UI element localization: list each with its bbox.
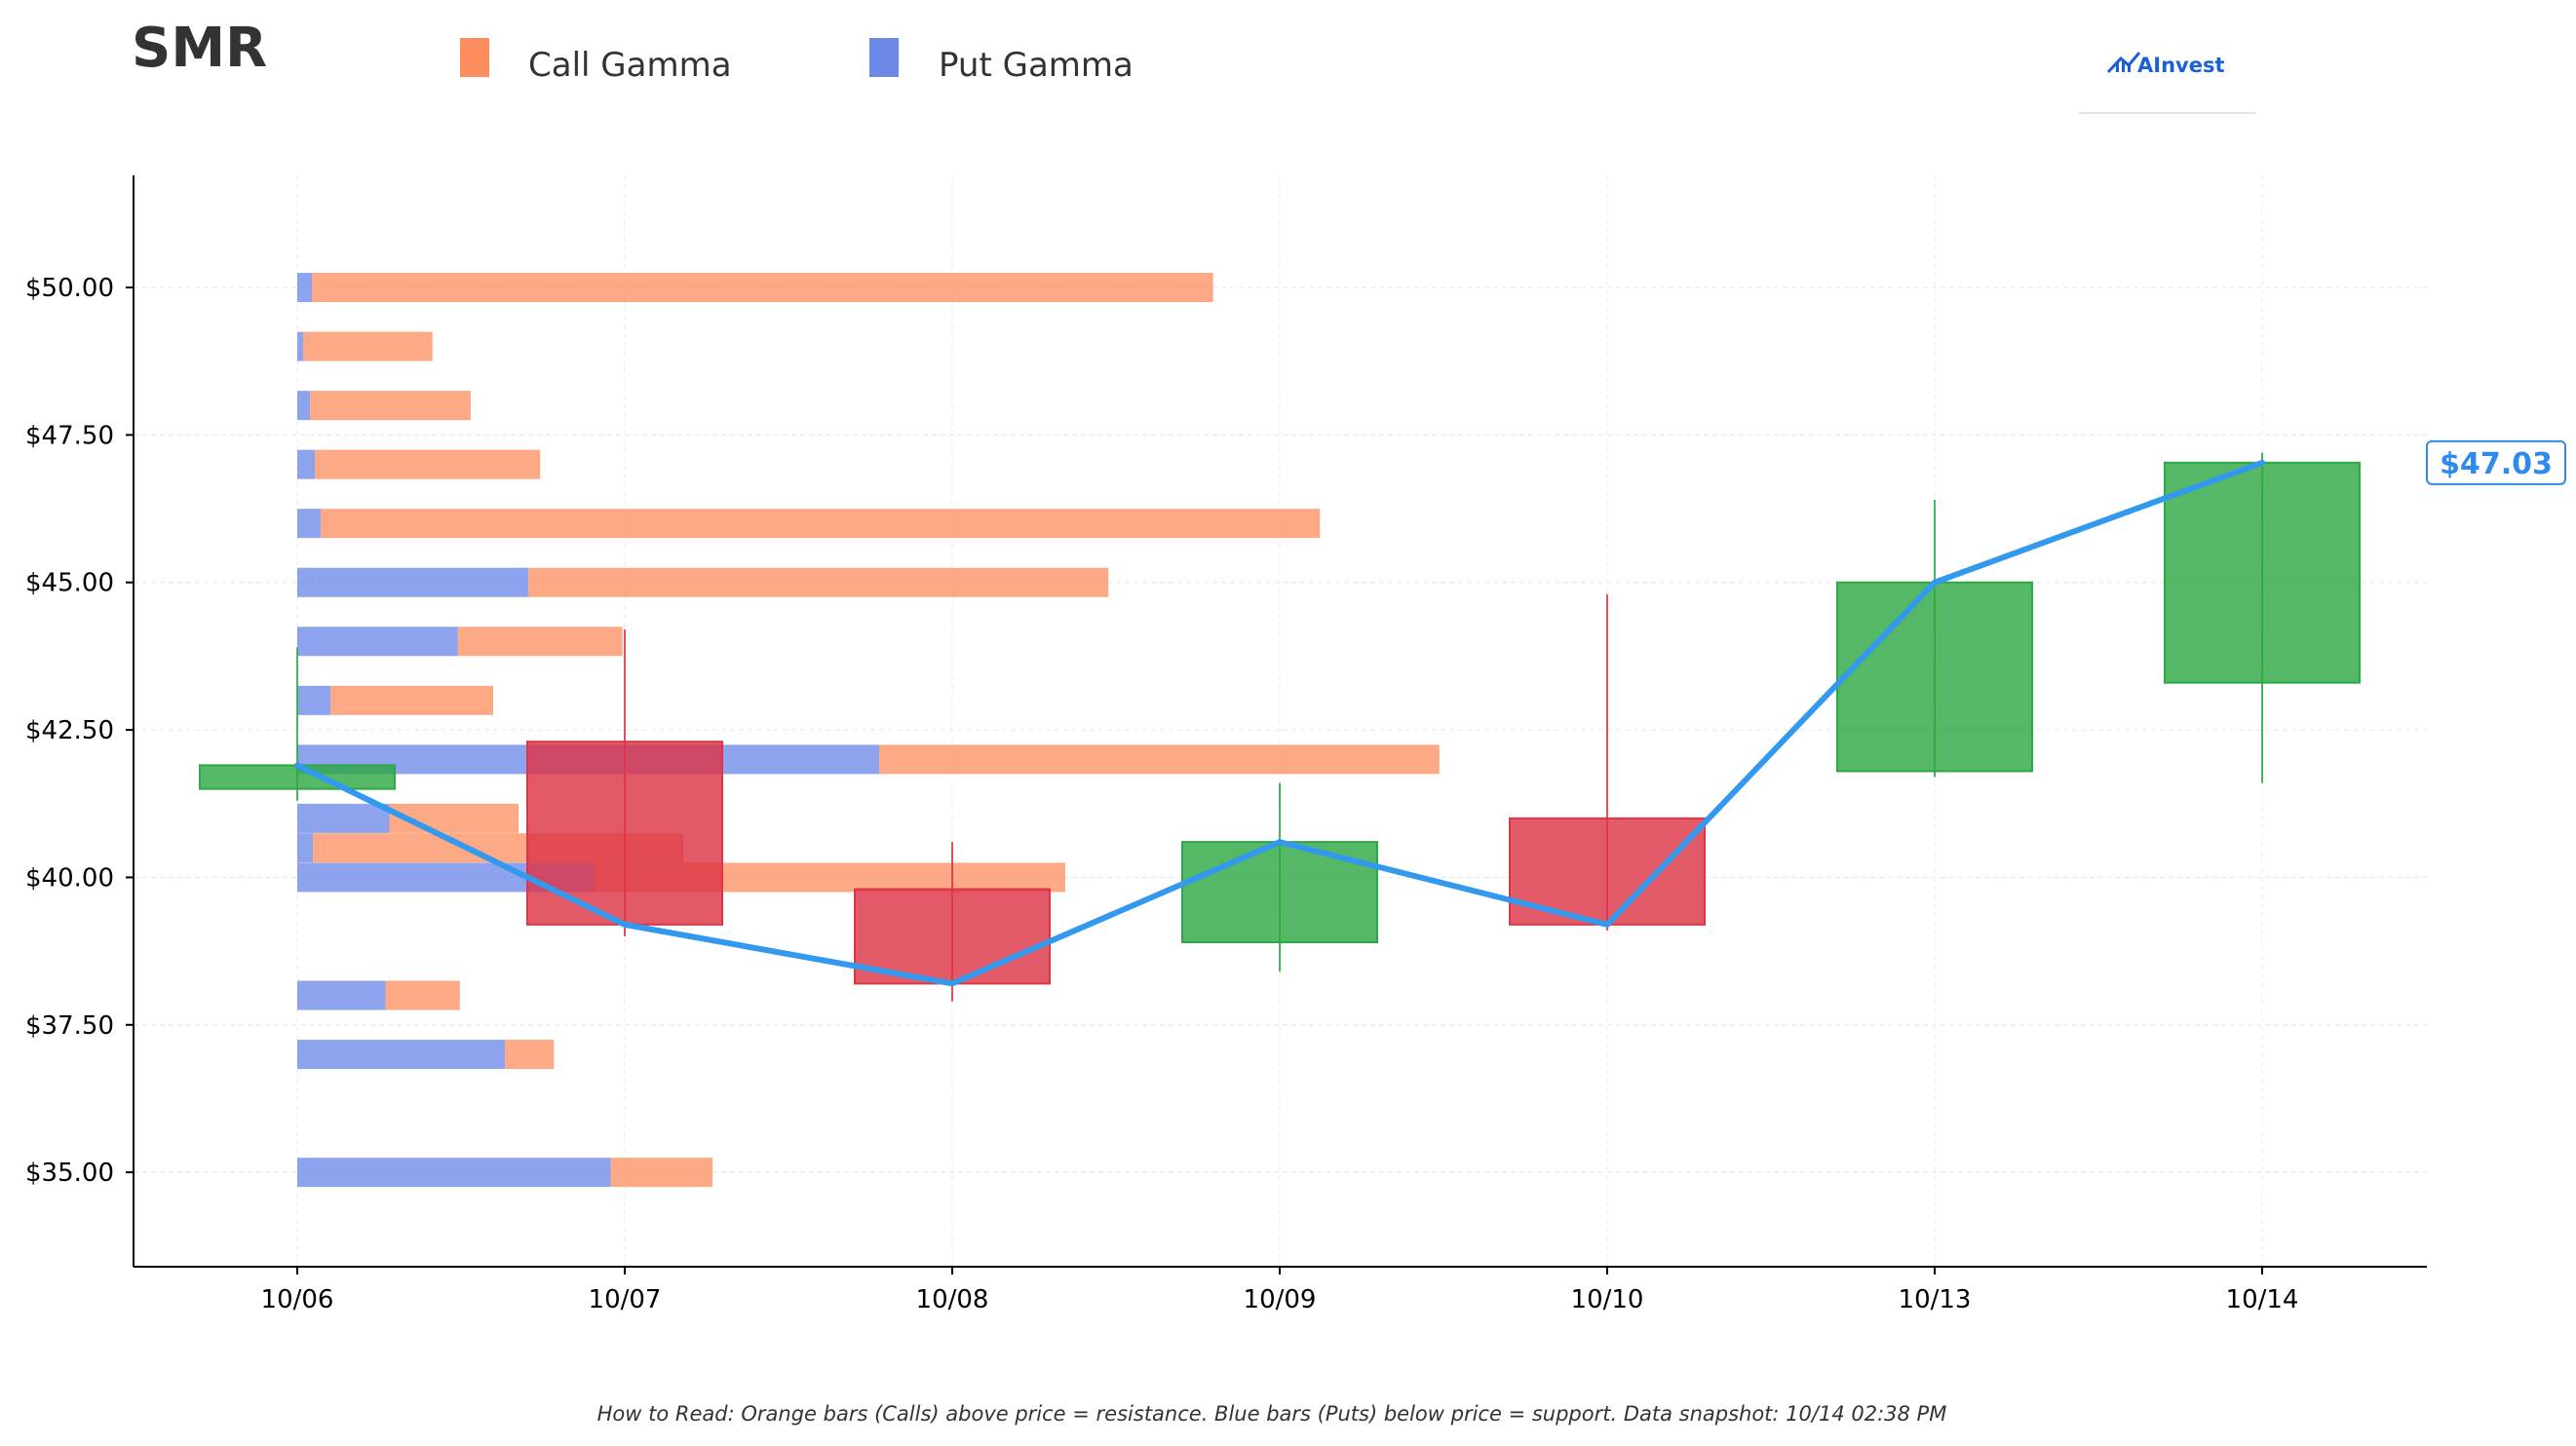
put-gamma-bar <box>297 833 314 863</box>
y-tick-label: $42.50 <box>25 716 114 745</box>
y-tick-label: $35.00 <box>25 1159 114 1188</box>
call-gamma-bar <box>610 1158 713 1188</box>
last-price-label: $47.03 <box>2440 447 2553 481</box>
put-gamma-bar <box>297 1158 611 1188</box>
put-gamma-bar <box>297 449 316 479</box>
x-tick-label: 10/07 <box>589 1285 662 1314</box>
candle-body <box>1836 581 2033 773</box>
legend-swatch-put <box>869 38 899 77</box>
y-tick-label: $50.00 <box>25 274 114 303</box>
y-tick-label: $40.00 <box>25 863 114 893</box>
legend-label-put: Put Gamma <box>939 46 1134 85</box>
put-gamma-bar <box>297 685 331 715</box>
call-gamma-bar <box>315 449 541 479</box>
call-gamma-bar <box>310 391 471 421</box>
x-tick-label: 10/13 <box>1899 1285 1972 1314</box>
call-gamma-bar <box>528 567 1109 597</box>
ainvest-logo-icon <box>2106 52 2141 74</box>
x-tick-label: 10/06 <box>261 1285 334 1314</box>
y-tick-label: $37.50 <box>25 1011 114 1041</box>
put-gamma-bar <box>297 1040 506 1070</box>
call-gamma-bar <box>312 273 1213 303</box>
call-gamma-bar <box>505 1040 555 1070</box>
y-tick-label: $47.50 <box>25 421 114 450</box>
put-gamma-bar <box>297 273 313 303</box>
legend: Call Gamma Put Gamma <box>460 38 1134 85</box>
price-line <box>294 459 2265 987</box>
put-gamma-bar <box>297 627 458 657</box>
put-gamma-bar <box>297 803 390 833</box>
candle-body <box>2164 461 2361 684</box>
call-gamma-bar <box>321 509 1321 539</box>
legend-swatch-call <box>460 38 489 77</box>
x-tick-label: 10/09 <box>1244 1285 1317 1314</box>
x-tick-label: 10/08 <box>916 1285 989 1314</box>
put-gamma-bar <box>297 391 311 421</box>
footer-note: How to Read: Orange bars (Calls) above p… <box>597 1402 1947 1426</box>
put-gamma-bar <box>297 567 529 597</box>
plot-area: $47.03 $35.00 $37.50 $40.00 $42.50 $45.00 $47.… <box>25 175 2566 1314</box>
call-gamma-bar <box>330 685 493 715</box>
ticker-title: SMR <box>132 17 267 80</box>
candle-body <box>854 888 1051 985</box>
call-gamma-bar <box>385 980 460 1010</box>
legend-label-call: Call Gamma <box>528 46 732 85</box>
call-gamma-bar <box>878 744 1440 775</box>
ainvest-logo[interactable]: AInvest <box>2079 52 2256 114</box>
last-price-tag <box>2426 439 2566 485</box>
call-gamma-bar <box>303 331 433 362</box>
put-gamma-bar <box>297 331 304 362</box>
y-tick-label: $45.00 <box>25 569 114 598</box>
x-tick-label: 10/14 <box>2226 1285 2299 1314</box>
put-gamma-bar <box>297 980 386 1010</box>
candle-body <box>526 741 723 926</box>
call-gamma-bar <box>457 627 623 657</box>
ainvest-logo-text: AInvest <box>2137 54 2225 77</box>
put-gamma-bar <box>297 509 322 539</box>
x-tick-label: 10/10 <box>1571 1285 1644 1314</box>
candle-body <box>199 764 396 790</box>
